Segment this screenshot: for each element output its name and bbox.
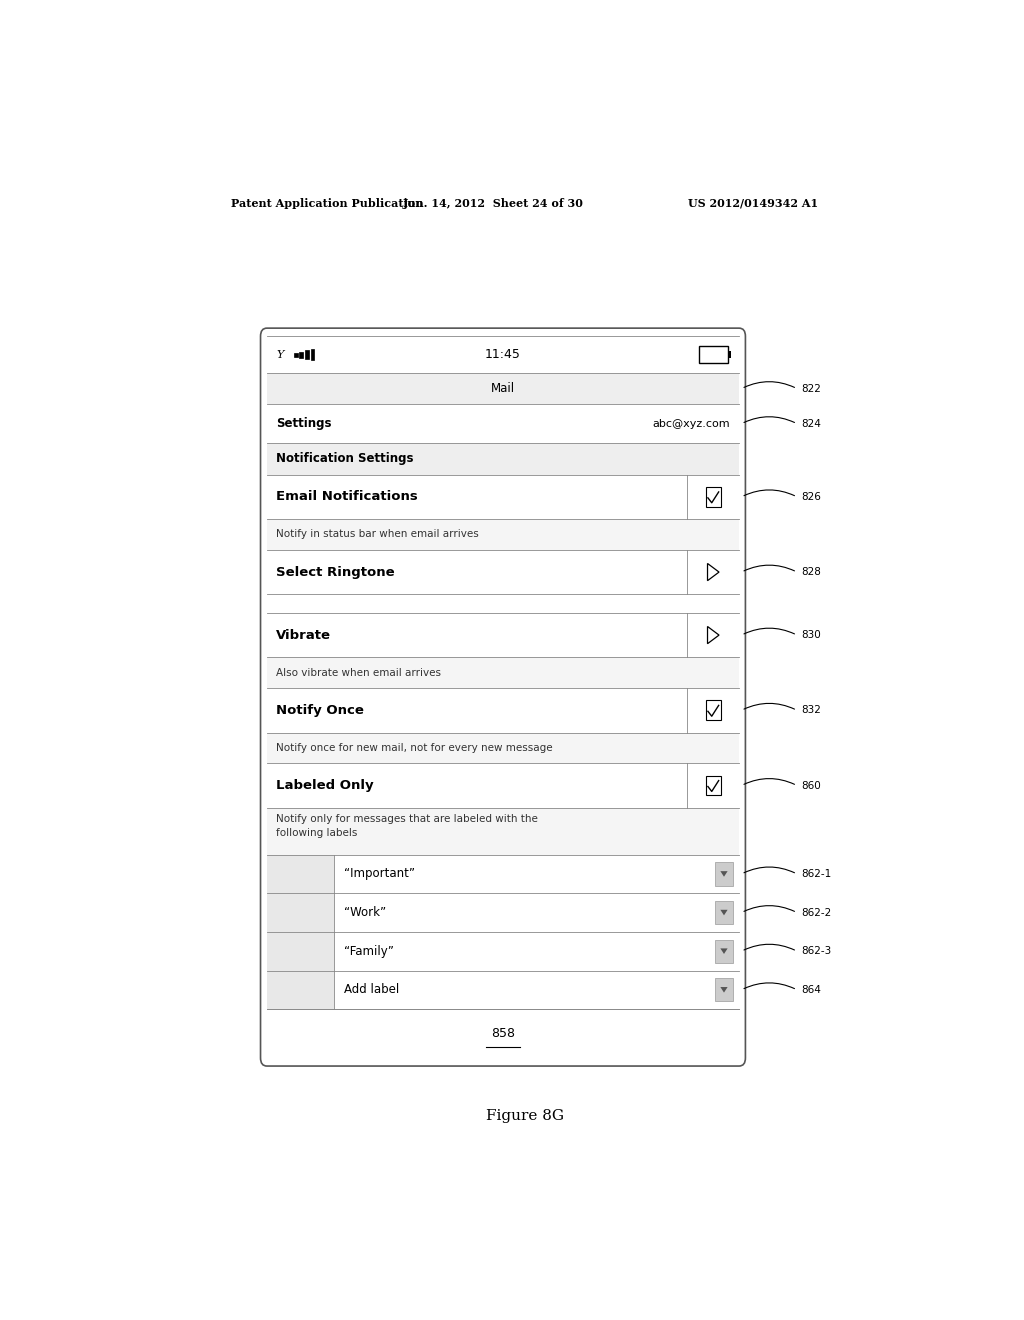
Text: Select Ringtone: Select Ringtone (276, 565, 395, 578)
Text: US 2012/0149342 A1: US 2012/0149342 A1 (688, 198, 818, 209)
Text: “Work”: “Work” (344, 906, 386, 919)
Text: Labeled Only: Labeled Only (276, 779, 374, 792)
Polygon shape (720, 948, 728, 954)
Text: “Important”: “Important” (344, 867, 415, 880)
Bar (310, 350, 314, 359)
Bar (267, 932, 334, 970)
Bar (267, 854, 334, 894)
Text: 828: 828 (801, 568, 821, 577)
Bar (267, 444, 739, 474)
Text: “Family”: “Family” (344, 945, 394, 958)
Bar (267, 404, 739, 444)
Text: 858: 858 (490, 1027, 515, 1040)
Polygon shape (720, 987, 728, 993)
Text: 862-1: 862-1 (801, 869, 831, 879)
Text: Notify in status bar when email arrives: Notify in status bar when email arrives (276, 529, 479, 540)
Bar (267, 970, 334, 1008)
Bar (267, 894, 334, 932)
Bar (305, 351, 309, 359)
Bar (299, 351, 303, 358)
Bar (267, 763, 739, 808)
Polygon shape (720, 871, 728, 876)
Text: 11:45: 11:45 (485, 348, 521, 362)
Bar (267, 594, 739, 612)
Text: Y: Y (276, 350, 284, 359)
Text: Settings: Settings (276, 417, 332, 430)
Text: 860: 860 (801, 780, 820, 791)
Bar (715, 940, 733, 962)
Bar (699, 346, 728, 363)
Bar (706, 776, 721, 796)
Text: Patent Application Publication: Patent Application Publication (231, 198, 424, 209)
Bar (334, 932, 739, 970)
Bar (267, 657, 739, 688)
Text: Notify only for messages that are labeled with the
following labels: Notify only for messages that are labele… (276, 813, 539, 838)
Text: abc@xyz.com: abc@xyz.com (652, 418, 729, 429)
Bar (334, 854, 739, 894)
Bar (267, 474, 739, 519)
Bar (267, 612, 739, 657)
Bar (715, 978, 733, 1002)
Bar (728, 351, 731, 358)
Text: Add label: Add label (344, 983, 399, 997)
Bar (294, 352, 298, 356)
Text: 826: 826 (801, 492, 821, 502)
Bar (267, 372, 739, 404)
Text: Notify once for new mail, not for every new message: Notify once for new mail, not for every … (276, 743, 553, 752)
Bar (267, 688, 739, 733)
Bar (706, 701, 721, 721)
Text: 862-3: 862-3 (801, 946, 831, 956)
Text: 822: 822 (801, 384, 821, 393)
Text: Also vibrate when email arrives: Also vibrate when email arrives (276, 668, 441, 677)
Bar (267, 733, 739, 763)
Bar (706, 487, 721, 507)
Text: Mail: Mail (490, 381, 515, 395)
Bar (267, 337, 739, 372)
Text: Notification Settings: Notification Settings (276, 453, 414, 465)
Text: 832: 832 (801, 705, 821, 715)
Bar (334, 894, 739, 932)
Bar (267, 808, 739, 854)
FancyBboxPatch shape (260, 329, 745, 1067)
Text: Vibrate: Vibrate (276, 628, 332, 642)
Text: Jun. 14, 2012  Sheet 24 of 30: Jun. 14, 2012 Sheet 24 of 30 (402, 198, 584, 209)
Text: 864: 864 (801, 985, 821, 995)
Bar (715, 902, 733, 924)
Polygon shape (720, 909, 728, 915)
Text: Email Notifications: Email Notifications (276, 490, 418, 503)
Bar (334, 970, 739, 1008)
Text: Figure 8G: Figure 8G (485, 1109, 564, 1123)
Text: 830: 830 (801, 630, 820, 640)
Text: Notify Once: Notify Once (276, 704, 365, 717)
Text: 824: 824 (801, 418, 821, 429)
Bar (715, 862, 733, 886)
Bar (267, 549, 739, 594)
Text: 862-2: 862-2 (801, 908, 831, 917)
Bar (267, 519, 739, 549)
